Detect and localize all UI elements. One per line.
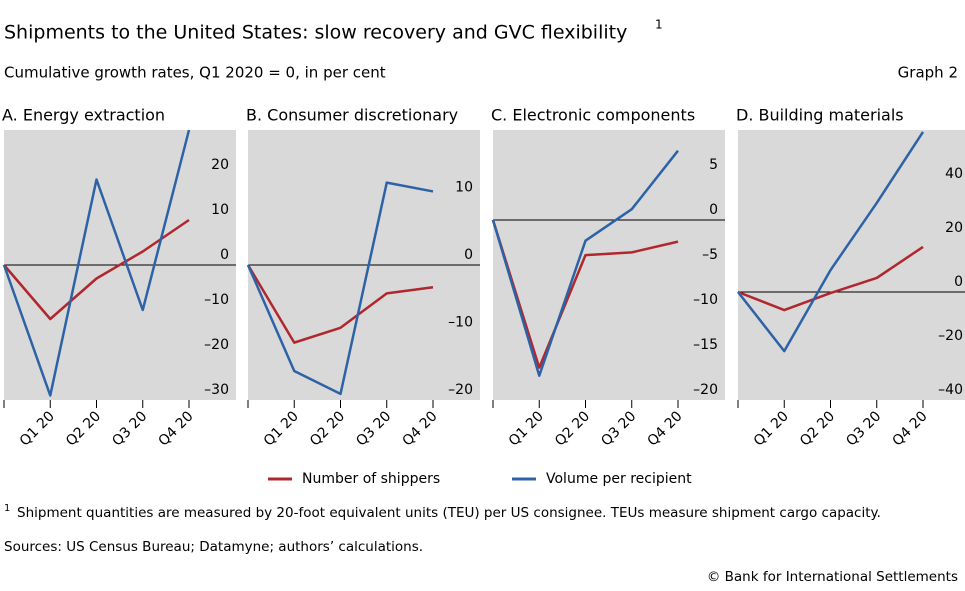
data-line [246,264,434,344]
y-tick-label: –5 [702,247,718,263]
footnote: Shipment quantities are measured by 20-f… [17,505,881,521]
y-tick-label: –30 [204,382,229,398]
y-tick-label: 20 [211,157,229,173]
legend-label: Number of shippers [302,471,440,487]
panel-title: D. Building materials [736,106,904,125]
sources: Sources: US Census Bureau; Datamyne; aut… [4,539,423,555]
y-tick-label: 0 [709,202,718,218]
data-line [737,131,925,353]
x-tick-label: Q3 20 [353,408,394,449]
footnote-marker: 1 [4,503,10,514]
y-tick-label: –10 [204,292,229,308]
x-tick-label: Q2 20 [552,408,593,449]
y-tick-label: 0 [464,247,473,263]
data-line [2,129,191,397]
x-tick-label: Q1 20 [751,408,792,449]
x-tick-label: Q2 20 [307,408,348,449]
page-title: Shipments to the United States: slow rec… [4,22,627,44]
y-tick-label: 20 [945,220,963,236]
x-tick-label: Q1 20 [506,408,547,449]
x-tick-label: Q2 20 [63,408,104,449]
y-tick-label: –10 [448,315,473,331]
y-tick-label: 0 [954,274,963,290]
y-tick-label: 40 [945,166,963,182]
x-tick-label: Q1 20 [261,408,302,449]
data-line [3,218,190,321]
y-tick-label: –20 [204,337,229,353]
legend: Number of shippers Volume per recipient [268,471,692,487]
x-tick-label: Q4 20 [645,408,686,449]
copyright: © Bank for International Settlements [707,569,958,585]
legend-label: Volume per recipient [546,471,692,487]
y-tick-label: –20 [938,328,963,344]
y-tick-label: 0 [220,247,229,263]
y-tick-label: 10 [211,202,229,218]
x-tick-label: Q3 20 [598,408,639,449]
graph-label: Graph 2 [898,64,958,82]
y-tick-label: –20 [693,382,718,398]
panel-title: A. Energy extraction [2,106,165,125]
y-tick-label: 5 [709,157,718,173]
y-tick-label: 10 [455,180,473,196]
data-line [491,149,679,377]
plot-background [493,130,725,400]
x-tick-label: Q4 20 [400,408,441,449]
data-line [246,181,434,396]
x-tick-label: Q1 20 [17,408,58,449]
y-tick-label: –10 [693,292,718,308]
y-tick-label: –40 [938,382,963,398]
data-line [737,245,924,312]
y-tick-label: –15 [693,337,718,353]
title-note: 1 [655,18,663,32]
panel-title: B. Consumer discretionary [246,106,458,125]
data-line [491,219,679,369]
plot-background [738,130,965,400]
panel-title: C. Electronic components [491,106,695,125]
panel: D. Building materials 40 20 0 –20 –40 Q1 20 Q2 … [736,106,965,449]
y-tick-label: –20 [448,382,473,398]
x-tick-label: Q2 20 [797,408,838,449]
x-tick-label: Q4 20 [156,408,197,449]
subtitle: Cumulative growth rates, Q1 2020 = 0, in… [4,64,386,82]
x-tick-label: Q3 20 [843,408,884,449]
x-tick-label: Q4 20 [890,408,931,449]
x-tick-label: Q3 20 [109,408,150,449]
panel: C. Electronic components 5 0 –5 –10 –15 –20 Q1 … [491,106,725,449]
